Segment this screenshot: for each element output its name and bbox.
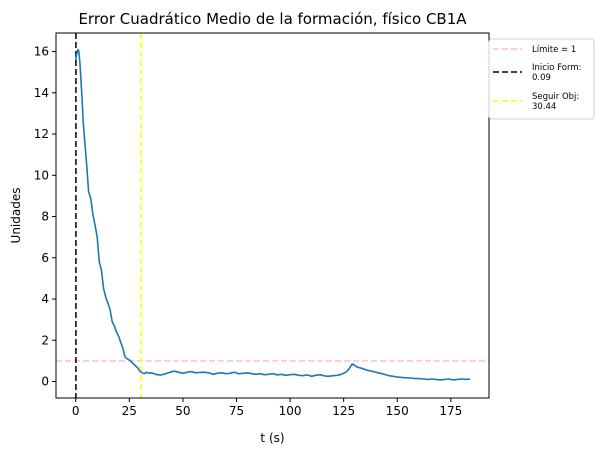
y-tick-label: 14 — [34, 86, 49, 100]
x-tick-label: 25 — [122, 404, 137, 418]
y-tick-label: 4 — [41, 292, 49, 306]
y-tick-label: 0 — [41, 375, 49, 389]
legend-label: 30.44 — [532, 102, 556, 112]
x-tick-label: 150 — [386, 404, 409, 418]
x-tick-label: 125 — [332, 404, 355, 418]
y-tick-label: 12 — [34, 127, 49, 141]
y-tick-label: 8 — [41, 210, 49, 224]
plot-area — [56, 33, 489, 398]
axes-frame — [55, 32, 490, 399]
y-axis: 0 2 4 6 8 10 12 14 16 — [34, 45, 56, 389]
legend-label: Seguir Obj: — [532, 92, 579, 102]
legend-label: 0.09 — [532, 73, 551, 83]
y-tick-label: 2 — [41, 333, 49, 347]
x-tick-label: 50 — [175, 404, 190, 418]
y-axis-label: Unidades — [9, 188, 23, 244]
legend-label: Inicio Form: — [532, 63, 581, 73]
chart-title: Error Cuadrático Medio de la formación, … — [78, 10, 467, 28]
x-tick-label: 75 — [229, 404, 244, 418]
x-tick-label: 175 — [439, 404, 462, 418]
y-tick-label: 6 — [41, 251, 49, 265]
x-axis: 0 25 50 75 100 125 150 175 — [72, 398, 462, 418]
x-tick-label: 0 — [72, 404, 80, 418]
x-axis-label: t (s) — [260, 431, 284, 445]
y-tick-label: 10 — [34, 168, 49, 182]
series-line-0 — [74, 48, 471, 381]
x-tick-label: 100 — [279, 404, 302, 418]
legend: Límite = 1 Inicio Form:0.09 Seguir Obj:30.… — [488, 38, 595, 120]
y-tick-label: 16 — [34, 45, 49, 59]
legend-box — [488, 38, 595, 120]
legend-label: Límite = 1 — [532, 45, 576, 55]
